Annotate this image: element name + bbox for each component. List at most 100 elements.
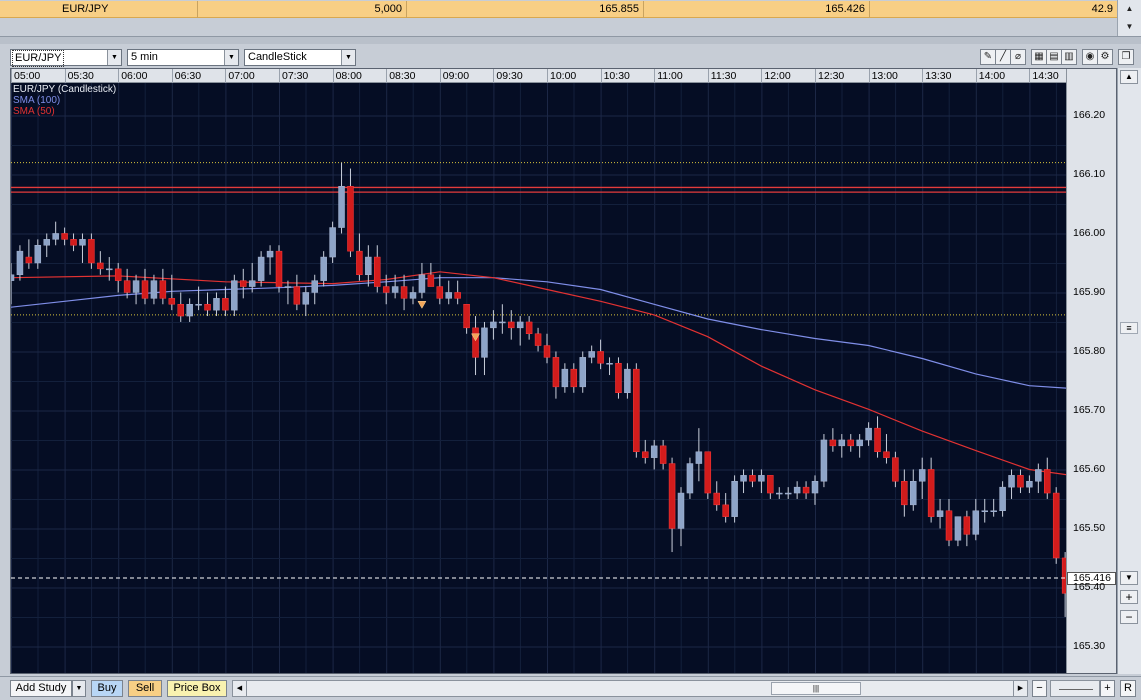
zoom-out-icon[interactable]: − bbox=[1120, 610, 1138, 624]
horizontal-scrollbar[interactable]: ◀ ||| ▶ bbox=[232, 680, 1028, 697]
zoom-in-icon[interactable]: + bbox=[1120, 590, 1138, 604]
scroll-up-icon[interactable]: ▲ bbox=[1120, 70, 1138, 84]
legend-sma50[interactable]: SMA (50) bbox=[13, 106, 55, 117]
quote-scrollbar[interactable]: ▲ ▼ bbox=[1117, 0, 1141, 36]
time-tick-label: 08:30 bbox=[386, 69, 415, 83]
line-icon[interactable]: ╱ bbox=[995, 49, 1011, 65]
candle-body bbox=[543, 345, 551, 358]
time-tick-label: 14:00 bbox=[975, 69, 1005, 83]
quote-spread: 42.9 bbox=[1091, 3, 1113, 15]
candle-body bbox=[88, 239, 95, 264]
candle-body bbox=[248, 280, 256, 287]
zoom-slider[interactable] bbox=[1050, 680, 1100, 697]
quote-ask: 165.426 bbox=[644, 1, 870, 18]
time-tick-label: 13:30 bbox=[922, 69, 951, 83]
chevron-down-icon[interactable]: ▼ bbox=[341, 50, 355, 65]
time-tick-label: 06:30 bbox=[171, 69, 201, 83]
zoom-slider-track bbox=[1059, 689, 1093, 690]
zoom-out-button[interactable]: − bbox=[1032, 680, 1047, 697]
scroll-right-icon[interactable]: ▶ bbox=[1013, 681, 1027, 696]
scroll-down-icon[interactable]: ▼ bbox=[1125, 22, 1134, 31]
candle-body bbox=[150, 280, 158, 299]
interval-select[interactable]: 5 min ▼ bbox=[127, 49, 239, 66]
candle-body bbox=[570, 368, 578, 388]
candlestick-chart[interactable] bbox=[11, 83, 1066, 673]
chart-legend: EUR/JPY (Candlestick) SMA (100) SMA (50) bbox=[13, 84, 116, 117]
candle-body bbox=[302, 292, 310, 305]
price-axis[interactable]: 165.416 166.20 166.10 166.00 165.90 165.80 16… bbox=[1066, 69, 1116, 673]
candle-body bbox=[25, 256, 33, 264]
candle-body bbox=[186, 304, 193, 317]
candle-body bbox=[1017, 475, 1024, 488]
eraser-icon[interactable]: ⌀ bbox=[1010, 49, 1026, 65]
quote-amount: 5,000 bbox=[198, 1, 407, 18]
chart-type-select[interactable]: CandleStick ▼ bbox=[244, 49, 356, 66]
price-tick-label: 165.30 bbox=[1073, 640, 1106, 653]
candle-body bbox=[11, 274, 15, 281]
zoom-in-button[interactable]: + bbox=[1100, 680, 1115, 697]
vertical-scrollbar[interactable]: ▲ ≡ ▼ + − bbox=[1117, 68, 1141, 674]
chevron-down-icon[interactable]: ▼ bbox=[107, 50, 121, 65]
candle-body bbox=[275, 250, 283, 287]
scroll-down-icon[interactable]: ▼ bbox=[1120, 571, 1138, 585]
grid-medium-icon[interactable]: ▤ bbox=[1046, 49, 1062, 65]
buy-button[interactable]: Buy bbox=[91, 680, 123, 697]
candle-body bbox=[374, 256, 381, 287]
scroll-left-icon[interactable]: ◀ bbox=[233, 681, 247, 696]
reset-button[interactable]: R bbox=[1120, 680, 1136, 697]
candle-body bbox=[883, 451, 890, 458]
settings-icon[interactable]: ⚙ bbox=[1097, 49, 1113, 65]
candle-body bbox=[400, 286, 408, 299]
candle-body bbox=[445, 292, 452, 299]
scroll-up-icon[interactable]: ▲ bbox=[1125, 4, 1134, 13]
pencil-icon[interactable]: ✎ bbox=[980, 49, 996, 65]
price-tick-label: 165.60 bbox=[1073, 463, 1106, 476]
candle-body bbox=[695, 451, 703, 464]
panel-splitter[interactable] bbox=[0, 36, 1141, 44]
candle-body bbox=[490, 321, 497, 329]
zoom-fit-icon[interactable]: ◉ bbox=[1082, 49, 1098, 65]
chart-type-select-value: CandleStick bbox=[248, 51, 307, 63]
chevron-down-icon[interactable]: ▼ bbox=[72, 680, 86, 697]
quote-bid: 165.855 bbox=[407, 1, 644, 18]
time-axis[interactable]: 05:00 05:30 06:00 06:30 07:00 07:30 08:00 08:30… bbox=[11, 69, 1066, 83]
quote-row[interactable]: EUR/JPY 5,000 165.855 165.426 42.9 bbox=[0, 1, 1117, 18]
candle-body bbox=[70, 239, 77, 246]
legend-sma100[interactable]: SMA (100) bbox=[13, 95, 61, 106]
price-box-button[interactable]: Price Box bbox=[167, 680, 227, 697]
candle-body bbox=[776, 492, 783, 495]
candle-body bbox=[365, 256, 372, 276]
time-tick-label: 06:00 bbox=[118, 69, 147, 83]
candle-body bbox=[266, 250, 274, 258]
candle-body bbox=[552, 357, 560, 388]
candle-body bbox=[16, 250, 24, 275]
candle-body bbox=[910, 481, 917, 506]
candle-body bbox=[945, 510, 953, 541]
time-tick-label: 05:30 bbox=[64, 69, 94, 83]
candle-body bbox=[168, 298, 176, 305]
scroll-thumb[interactable]: ||| bbox=[771, 682, 861, 695]
time-tick-label: 12:00 bbox=[761, 69, 791, 83]
sell-button[interactable]: Sell bbox=[128, 680, 162, 697]
scroll-thumb[interactable]: ≡ bbox=[1120, 322, 1138, 334]
plot-area[interactable]: EUR/JPY (Candlestick) SMA (100) SMA (50) bbox=[11, 83, 1066, 673]
grid-small-icon[interactable]: ▥ bbox=[1061, 49, 1077, 65]
add-study-button[interactable]: Add Study bbox=[10, 680, 72, 697]
chevron-down-icon[interactable]: ▼ bbox=[224, 50, 238, 65]
grid-large-icon[interactable]: ▦ bbox=[1031, 49, 1047, 65]
candle-body bbox=[114, 268, 122, 281]
candle-body bbox=[999, 486, 1006, 511]
candle-body bbox=[659, 445, 667, 464]
candle-body bbox=[106, 268, 113, 271]
candle-body bbox=[61, 233, 68, 240]
symbol-select[interactable]: EUR/JPY ▼ bbox=[10, 49, 122, 67]
candle-body bbox=[231, 280, 238, 311]
candle-body bbox=[624, 368, 631, 393]
candle-body bbox=[793, 486, 801, 494]
detach-icon[interactable]: ❐ bbox=[1118, 49, 1134, 65]
time-tick-label: 13:00 bbox=[868, 69, 898, 83]
candle-body bbox=[981, 510, 988, 512]
candle-body bbox=[972, 510, 980, 535]
chart-panel[interactable]: 05:00 05:30 06:00 06:30 07:00 07:30 08:00 08:30… bbox=[10, 68, 1117, 674]
